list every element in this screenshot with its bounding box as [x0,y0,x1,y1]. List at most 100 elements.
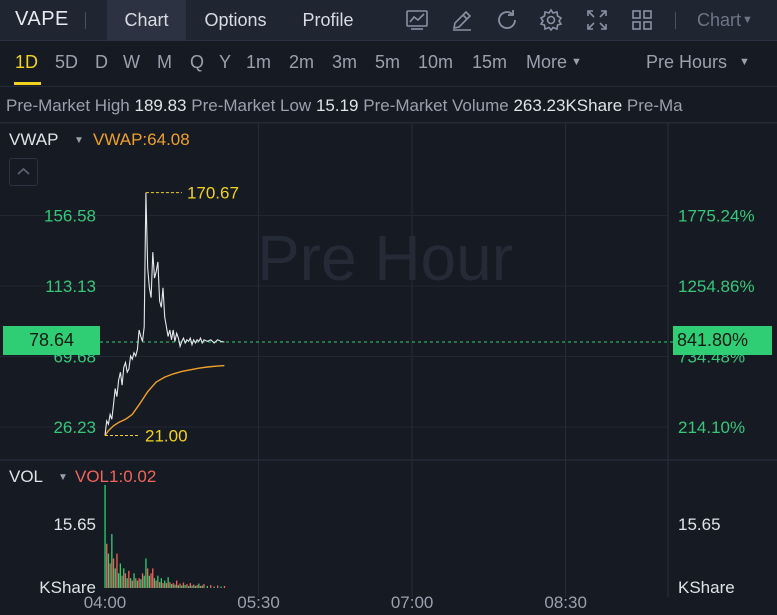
period-2m[interactable]: 2m [289,52,315,72]
period-week[interactable]: W [123,52,140,72]
premarket-truncated-label: Pre-Ma [626,96,683,115]
percent-tick-label: 214.10% [678,418,745,437]
volume-bar [118,573,120,588]
period-15m[interactable]: 15m [472,52,508,72]
volume-bar [157,575,159,588]
premarket-low-value: 15.19 [315,96,359,115]
price-tick-label: 113.13 [45,277,96,296]
volume-bar [147,568,149,588]
caret-down-icon[interactable]: ▼ [74,135,84,146]
caret-down-icon[interactable]: ▼ [58,472,68,483]
volume-bar [198,583,200,588]
volume-bar [143,575,145,588]
volume-bar [140,579,142,588]
draw-icon[interactable] [450,8,474,32]
volume-bar [126,578,128,588]
volume-tick-label: 15.65 [678,515,721,534]
collapse-button[interactable] [9,158,38,186]
period-10m[interactable]: 10m [418,52,454,72]
current-price-tag: 78.64 [3,326,100,355]
volume-tick-label: 15.65 [53,515,96,534]
period-month[interactable]: M [157,52,172,72]
volume-bar [133,573,135,588]
volume-bar [179,583,181,588]
volume-bar [181,585,183,588]
refresh-icon[interactable] [495,8,519,32]
percent-tick-label: 1254.86% [678,277,755,296]
volume-bar [104,484,106,588]
volume-bar [213,586,215,588]
period-5d[interactable]: 5D [55,52,79,72]
volume-bar [172,583,174,588]
tab-chart[interactable]: Chart [107,0,186,41]
chart-type-label: Chart [697,10,742,30]
period-year[interactable]: Y [219,52,232,72]
volume-bar [223,586,226,588]
premarket-volume-label: Pre-Market Volume [363,96,509,115]
fullscreen-icon[interactable] [585,8,609,32]
caret-down-icon: ▼ [742,14,753,26]
volume-unit-label: KShare [678,578,735,597]
volume-bar [107,553,110,588]
line-chart-icon[interactable] [405,8,429,32]
volume-bar [128,570,130,588]
volume-bar [210,585,212,588]
premarket-low-label: Pre-Market Low [191,96,312,115]
volume-bar [136,580,139,588]
chart-type-dropdown[interactable]: Chart▼ [697,10,753,31]
period-3m[interactable]: 3m [332,52,358,72]
session-dropdown[interactable]: Pre Hours ▼ [646,52,750,73]
session-label: Pre Hours [646,52,728,72]
period-1m[interactable]: 1m [246,52,272,72]
volume-bar [193,584,195,588]
period-1d[interactable]: 1D [15,52,39,72]
volume-bar [164,580,166,588]
settings-icon[interactable] [539,8,563,32]
caret-down-icon: ▼ [739,56,750,68]
volume-bar [141,573,144,588]
period-more-label: More [526,52,568,72]
volume-bar [106,543,108,588]
vol-indicator-name[interactable]: VOL [9,467,44,486]
vol-indicator-value: VOL1:0.02 [75,467,157,486]
current-change-percent-tag: 841.80% [673,326,772,355]
period-quarter[interactable]: Q [190,52,205,72]
vwap-line [104,364,225,436]
volume-bar [121,575,123,588]
volume-bar [138,578,140,588]
volume-bar [153,578,156,588]
tab-options[interactable]: Options [204,10,267,30]
chart-watermark: Pre Hour [257,222,513,294]
period-selector: 1D 5D D W M Q Y 1m 2m 3m 5m 10m 15m More… [0,41,777,86]
time-tick-label: 04:00 [84,593,127,612]
vwap-indicator-value: VWAP:64.08 [93,130,190,149]
volume-bar [124,573,127,588]
premarket-volume-value: 263.23KShare [513,96,623,115]
time-tick-label: 08:30 [544,593,587,612]
volume-bar [150,573,152,588]
vwap-indicator-name[interactable]: VWAP [9,130,59,149]
volume-bar [109,563,111,588]
volume-bar [165,583,168,588]
volume-bar [177,585,179,588]
premarket-high-value: 189.83 [134,96,187,115]
caret-down-icon: ▼ [571,56,582,68]
period-5m[interactable]: 5m [375,52,401,72]
volume-bar [131,580,133,588]
volume-bar [217,585,219,588]
volume-bar [167,577,169,588]
divider [85,12,86,29]
tab-profile[interactable]: Profile [302,10,354,30]
chevron-up-icon [17,167,30,175]
high-marker-label: 170.67 [187,184,239,203]
volume-bar [135,578,137,588]
divider [675,12,676,29]
volume-bar [114,568,116,588]
volume-bar [112,558,115,588]
period-day[interactable]: D [95,52,108,72]
volume-bar [119,563,121,588]
volume-bar [169,582,171,588]
grid-layout-icon[interactable] [630,8,654,32]
period-more-dropdown[interactable]: More ▼ [526,52,582,73]
